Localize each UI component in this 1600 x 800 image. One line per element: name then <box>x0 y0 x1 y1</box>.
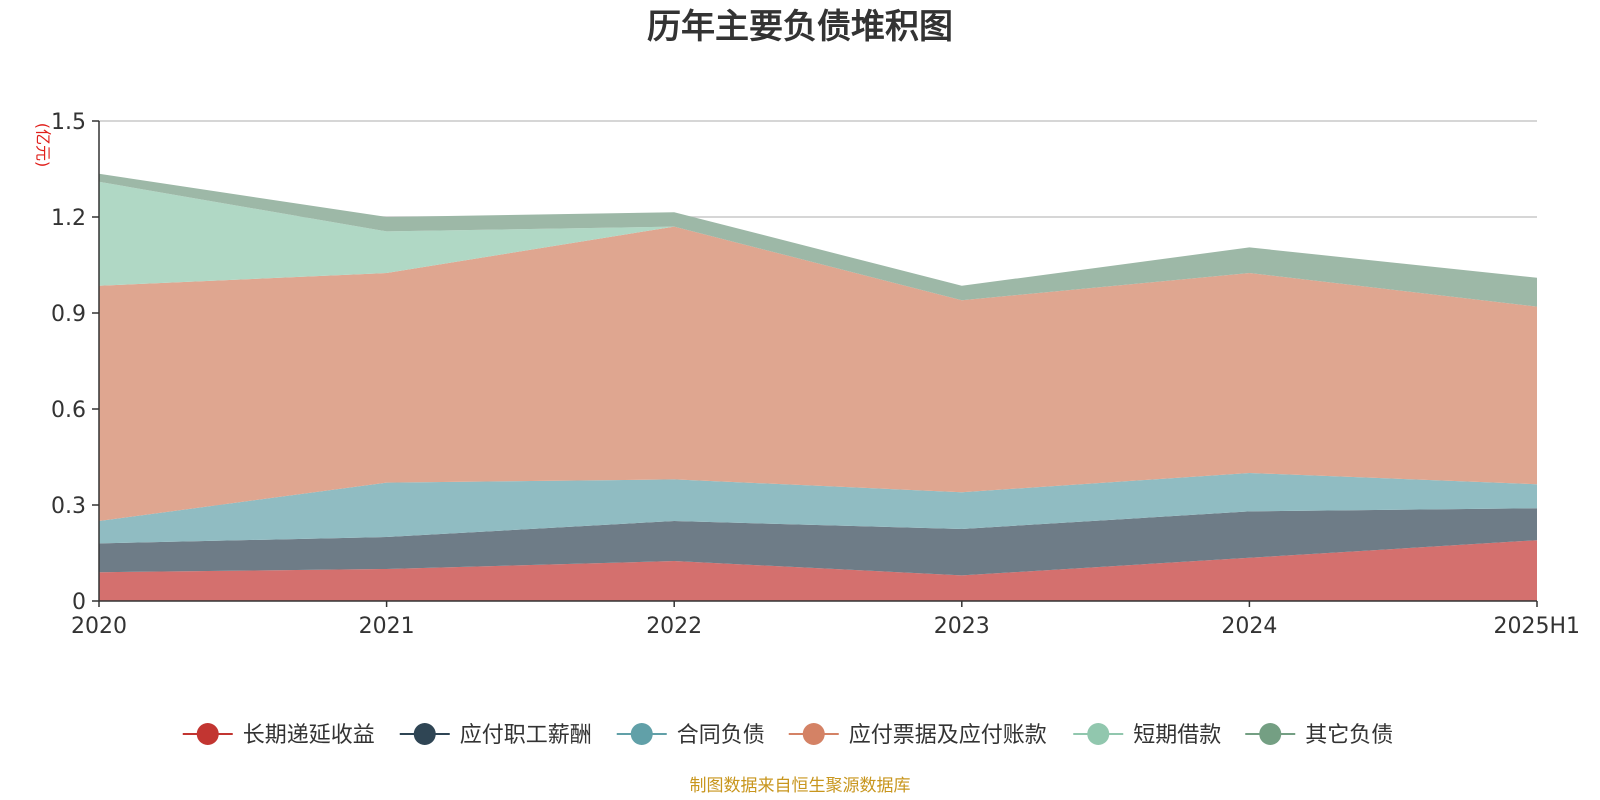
x-tick-label-2021: 2021 <box>359 614 415 639</box>
legend-label: 合同负债 <box>677 723 765 748</box>
legend-marker <box>1259 723 1282 745</box>
y-tick-label-0.9: 0.9 <box>51 302 86 327</box>
area-series-5 <box>99 181 1537 307</box>
y-tick-label-0: 0 <box>72 590 86 615</box>
area-series-2 <box>99 508 1537 576</box>
legend-marker <box>413 723 436 745</box>
chart-title: 历年主要负债堆积图 <box>647 7 953 47</box>
y-axis-unit: (亿元) <box>34 123 53 168</box>
x-tick-label-2020: 2020 <box>71 614 127 639</box>
legend-marker <box>802 723 825 745</box>
legend-item-6: 其它负债 <box>1245 723 1393 748</box>
area-series-4 <box>99 226 1537 521</box>
y-tick-label-1.2: 1.2 <box>51 206 86 231</box>
legend-item-1: 长期递延收益 <box>182 723 375 748</box>
stacked-areas <box>99 173 1537 601</box>
axes: 0 0.3 0.6 0.9 1.2 1.5 2020 2021 2022 2023 2024 2025… <box>51 110 1580 639</box>
legend-marker <box>196 723 219 745</box>
legend-label: 长期递延收益 <box>243 723 375 748</box>
y-tick-label-1.5: 1.5 <box>51 110 86 135</box>
legend-label: 应付职工薪酬 <box>460 723 592 748</box>
data-source-note: 制图数据来自恒生聚源数据库 <box>690 776 911 796</box>
x-tick-label-2024: 2024 <box>1221 614 1277 639</box>
x-tick-label-2023: 2023 <box>934 614 990 639</box>
area-series-6 <box>99 173 1537 307</box>
legend-label: 其它负债 <box>1305 723 1393 748</box>
legend-item-4: 应付票据及应付账款 <box>788 723 1047 748</box>
legend-item-3: 合同负债 <box>616 723 765 748</box>
area-series-3 <box>99 473 1537 544</box>
area-series-1 <box>99 540 1537 601</box>
x-tick-label-2022: 2022 <box>646 614 702 639</box>
legend-item-2: 应付职工薪酬 <box>399 723 592 748</box>
legend-item-5: 短期借款 <box>1073 723 1221 748</box>
y-tick-label-0.6: 0.6 <box>51 398 86 423</box>
legend-marker <box>1087 723 1110 745</box>
legend: 长期递延收益 应付职工薪酬 合同负债 应付票据及应付账款 短期借款 其它负债 <box>182 723 1393 748</box>
legend-label: 应付票据及应付账款 <box>849 723 1047 748</box>
legend-label: 短期借款 <box>1133 723 1221 748</box>
legend-marker <box>630 723 653 745</box>
y-tick-label-0.3: 0.3 <box>51 494 86 519</box>
x-tick-label-2025H1: 2025H1 <box>1493 614 1580 639</box>
